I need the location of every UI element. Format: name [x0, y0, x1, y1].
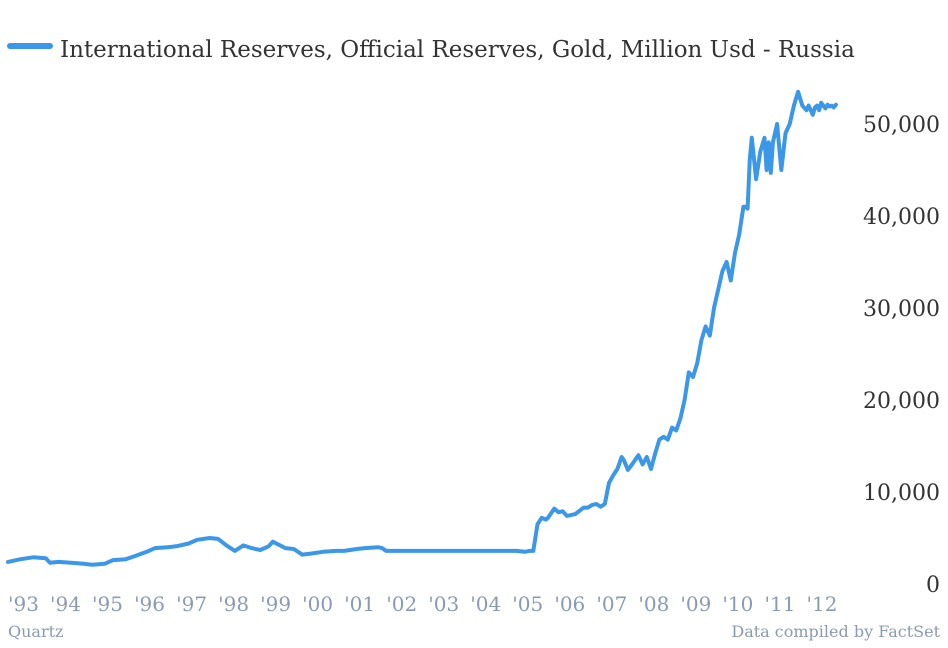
x-tick-label: '08: [638, 592, 669, 616]
plot-area: [6, 89, 838, 567]
x-tick-label: '11: [764, 592, 795, 616]
x-tick-label: '94: [50, 592, 81, 616]
y-tick-label: 10,000: [863, 481, 940, 506]
x-tick-label: '03: [428, 592, 459, 616]
x-tick-label: '95: [92, 592, 123, 616]
y-tick-label: 30,000: [863, 297, 940, 322]
y-tick-label: 40,000: [863, 205, 940, 230]
x-tick-label: '12: [806, 592, 837, 616]
x-tick-label: '96: [134, 592, 165, 616]
x-tick-label: '93: [8, 592, 39, 616]
y-tick-label: 20,000: [863, 389, 940, 414]
series-line: [6, 89, 838, 567]
x-tick-label: '05: [512, 592, 543, 616]
line-chart: International Reserves, Official Reserve…: [6, 37, 940, 616]
x-tick-label: '00: [302, 592, 333, 616]
source-credit-right: Data compiled by FactSet: [731, 622, 940, 641]
x-tick-label: '98: [218, 592, 249, 616]
x-tick-label: '97: [176, 592, 207, 616]
x-tick-label: '09: [680, 592, 711, 616]
x-axis: '93 '94 '95 '96 '97 '98 '99 '00 '01 '02 '03 '04 '05 '…: [8, 592, 837, 616]
x-tick-label: '10: [722, 592, 753, 616]
source-credit-left: Quartz: [8, 622, 64, 641]
x-tick-label: '99: [260, 592, 291, 616]
x-tick-label: '04: [470, 592, 501, 616]
legend-label: International Reserves, Official Reserve…: [60, 37, 855, 63]
x-tick-label: '02: [386, 592, 417, 616]
y-tick-label: 0: [926, 573, 940, 598]
x-tick-label: '06: [554, 592, 585, 616]
x-tick-label: '07: [596, 592, 627, 616]
legend: International Reserves, Official Reserve…: [7, 37, 855, 63]
y-tick-label: 50,000: [863, 113, 940, 138]
y-axis: 0 10,000 20,000 30,000 40,000 50,000: [863, 113, 940, 598]
x-tick-label: '01: [344, 592, 375, 616]
